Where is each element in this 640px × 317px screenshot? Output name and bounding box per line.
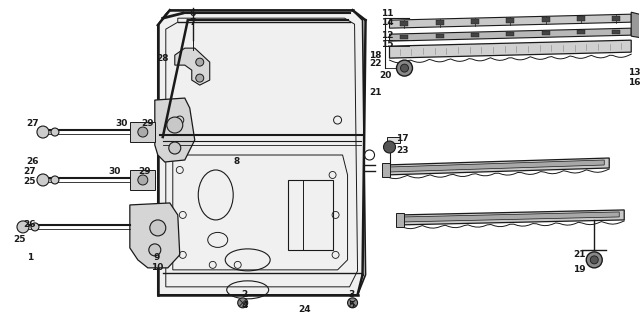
Text: 13: 13 [628,68,640,77]
Text: 23: 23 [396,146,409,154]
Text: 6: 6 [189,9,196,18]
Circle shape [167,117,183,133]
Text: 8: 8 [234,158,240,166]
Text: 24: 24 [298,305,311,314]
Circle shape [348,298,358,308]
Circle shape [17,221,29,233]
Text: 19: 19 [573,265,586,274]
Circle shape [397,60,413,76]
Text: 28: 28 [157,54,169,63]
Circle shape [401,64,408,72]
Bar [506,18,515,23]
Circle shape [31,223,39,231]
Bar [401,21,408,26]
Polygon shape [390,28,631,41]
Polygon shape [385,158,609,175]
Text: 27: 27 [27,119,39,127]
Bar [541,31,550,35]
Circle shape [586,252,602,268]
Text: 21: 21 [573,250,586,259]
Polygon shape [631,12,640,38]
Circle shape [237,298,248,308]
Circle shape [196,74,204,82]
Bar [612,16,620,21]
Polygon shape [387,137,401,143]
Polygon shape [175,48,210,85]
Text: 17: 17 [396,133,409,143]
Circle shape [37,126,49,138]
Text: 26: 26 [24,220,36,230]
Text: 29: 29 [141,119,154,127]
Bar [436,34,444,38]
Bar [577,16,585,22]
Bar [541,17,550,22]
Circle shape [37,174,49,186]
Text: 12: 12 [381,31,394,40]
Text: 14: 14 [381,18,394,27]
Text: 1: 1 [27,253,33,262]
Text: 30: 30 [116,119,128,127]
Bar [506,32,515,36]
Polygon shape [404,212,620,222]
Polygon shape [390,14,631,28]
Circle shape [138,175,148,185]
Text: 7: 7 [189,18,196,27]
Text: 29: 29 [138,167,151,177]
Polygon shape [399,210,624,225]
Bar [436,20,444,25]
Bar [577,30,585,35]
Circle shape [196,58,204,66]
Polygon shape [130,203,180,268]
Text: 22: 22 [369,59,382,68]
Text: 16: 16 [628,78,640,87]
Text: 21: 21 [369,87,382,97]
Text: 25: 25 [13,236,26,244]
Polygon shape [390,160,604,172]
Circle shape [590,256,598,264]
Text: 15: 15 [381,40,394,49]
Polygon shape [158,10,365,295]
Bar [471,33,479,37]
Circle shape [51,176,59,184]
Bar [471,19,479,24]
Text: 18: 18 [369,51,382,60]
Text: 9: 9 [154,253,160,262]
Polygon shape [381,163,390,177]
Polygon shape [155,98,195,162]
Text: 27: 27 [24,167,36,177]
Circle shape [138,127,148,137]
Bar [612,29,620,34]
Circle shape [169,142,180,154]
Circle shape [149,244,161,256]
Text: 2: 2 [241,290,248,299]
Text: 25: 25 [24,178,36,186]
Text: 4: 4 [241,301,248,310]
Text: 11: 11 [381,9,394,18]
Text: 20: 20 [380,71,392,80]
Polygon shape [130,170,155,190]
Bar [401,35,408,39]
Polygon shape [390,40,631,58]
Text: 5: 5 [348,301,355,310]
Circle shape [51,128,59,136]
Circle shape [383,141,396,153]
Polygon shape [396,213,404,227]
Text: 26: 26 [27,158,39,166]
Circle shape [150,220,166,236]
Text: 10: 10 [150,263,163,272]
Text: 3: 3 [348,290,355,299]
Polygon shape [130,122,155,142]
Text: 30: 30 [109,167,121,177]
